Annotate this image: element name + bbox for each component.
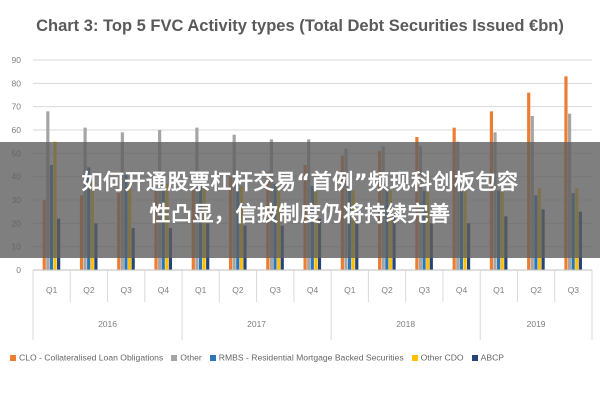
x-tick-label: Q4 [456, 285, 468, 295]
year-label: 2019 [527, 319, 546, 329]
legend-item: RMBS - Residential Mortgage Backed Secur… [209, 352, 404, 363]
year-label: 2017 [247, 319, 266, 329]
x-tick-label: Q4 [158, 285, 170, 295]
x-tick-label: Q2 [530, 285, 542, 295]
legend-label: Other CDO [420, 352, 464, 363]
year-label: 2018 [396, 319, 415, 329]
x-axis: Q1 Q2 Q3 Q4 Q1 Q2 Q3 Q4 Q1 Q2 Q3 Q4 Q1 Q2 Q3 2016 2017 20… [32, 269, 593, 340]
year-label: 2016 [98, 319, 117, 329]
x-tick-label: Q1 [195, 285, 207, 295]
legend-item: Other CDO [411, 352, 464, 363]
chart-title: Chart 3: Top 5 FVC Activity types (Total… [36, 17, 564, 35]
x-tick-label: Q3 [120, 285, 132, 295]
banner-line-2: 性凸显，信披制度仍将持续完善 [149, 202, 451, 226]
y-tick-label: 90 [12, 55, 22, 65]
x-tick-label: Q3 [270, 285, 282, 295]
y-tick-label: 0 [16, 265, 21, 275]
x-tick-label: Q1 [493, 285, 505, 295]
chart-legend: CLO - Collateralised Loan Obligations Oth… [10, 352, 595, 363]
banner-line-1: 如何开通股票杠杆交易“首例”频现科创板包容 [81, 170, 519, 194]
legend-swatch [171, 354, 178, 361]
legend-item: ABCP [471, 352, 505, 363]
banner-text: 如何开通股票杠杆交易“首例”频现科创板包容 性凸显，信披制度仍将持续完善 [20, 166, 580, 230]
legend-label: CLO - Collateralised Loan Obligations [19, 352, 164, 363]
legend-item: CLO - Collateralised Loan Obligations [10, 352, 163, 363]
x-tick-label: Q4 [307, 285, 319, 295]
x-tick-label: Q2 [381, 285, 393, 295]
x-tick-label: Q1 [344, 285, 356, 295]
x-tick-label: Q2 [232, 285, 244, 295]
x-tick-label: Q2 [83, 285, 95, 295]
x-tick-label: Q1 [46, 285, 58, 295]
legend-label: ABCP [480, 352, 505, 363]
y-tick-label: 70 [12, 102, 22, 112]
x-tick-label: Q3 [568, 285, 580, 295]
legend-item: Other [171, 352, 202, 363]
legend-swatch [411, 354, 418, 361]
y-tick-label: 60 [12, 125, 22, 135]
legend-swatch [209, 354, 216, 361]
legend-swatch [471, 354, 478, 361]
legend-label: Other [180, 352, 202, 363]
overlay-banner: 如何开通股票杠杆交易“首例”频现科创板包容 性凸显，信披制度仍将持续完善 [0, 142, 600, 258]
y-tick-label: 80 [12, 78, 22, 88]
legend-label: RMBS - Residential Mortgage Backed Secur… [218, 352, 404, 363]
legend-swatch [10, 354, 16, 361]
x-tick-label: Q3 [419, 285, 431, 295]
